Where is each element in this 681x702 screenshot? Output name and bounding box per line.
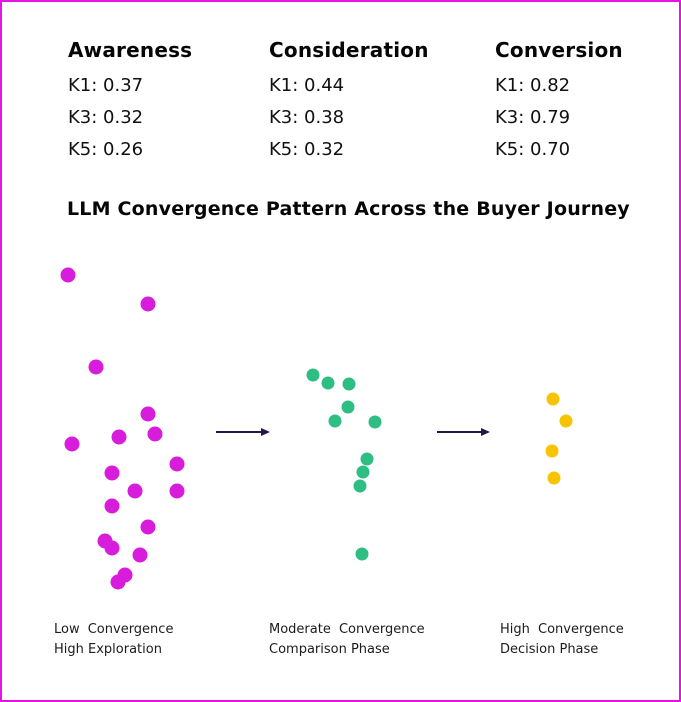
data-point-conversion — [547, 471, 561, 485]
data-point-awareness — [88, 359, 104, 375]
stat-row-k5: K5: 0.32 — [269, 139, 345, 160]
arrow-icon — [216, 431, 262, 433]
data-point-conversion — [559, 414, 573, 428]
arrow-head-icon — [261, 428, 270, 436]
stat-row-k1: K1: 0.37 — [68, 75, 144, 96]
data-point-awareness — [169, 483, 185, 499]
data-point-awareness — [111, 429, 127, 445]
stat-column-awareness: Awareness K1: 0.37 K3: 0.32 K5: 0.26 — [68, 38, 192, 166]
caption-line1: High Convergence — [500, 622, 624, 637]
arrow-icon — [437, 431, 482, 433]
data-point-consideration — [328, 414, 342, 428]
data-point-consideration — [342, 377, 356, 391]
data-point-awareness — [104, 465, 120, 481]
data-point-awareness — [104, 540, 120, 556]
data-point-consideration — [368, 415, 382, 429]
data-point-awareness — [132, 547, 148, 563]
data-point-awareness — [140, 519, 156, 535]
caption-consideration: Moderate Convergence Comparison Phase — [269, 620, 425, 660]
caption-conversion: High Convergence Decision Phase — [500, 620, 624, 660]
data-point-awareness — [140, 406, 156, 422]
data-point-awareness — [169, 456, 185, 472]
caption-line1: Low Convergence — [54, 622, 174, 637]
stat-column-title: Consideration — [269, 38, 429, 62]
stat-row-k1: K1: 0.82 — [495, 75, 571, 96]
stat-row-k1: K1: 0.44 — [269, 75, 345, 96]
stat-column-title: Conversion — [495, 38, 623, 62]
stat-row-k3: K3: 0.38 — [269, 107, 345, 128]
data-point-awareness — [147, 426, 163, 442]
chart-title: LLM Convergence Pattern Across the Buyer… — [67, 198, 630, 220]
data-point-awareness — [104, 498, 120, 514]
caption-line2: Decision Phase — [500, 642, 599, 657]
data-point-consideration — [353, 479, 367, 493]
data-point-consideration — [306, 368, 320, 382]
stat-column-title: Awareness — [68, 38, 193, 62]
stat-column-conversion: Conversion K1: 0.82 K3: 0.79 K5: 0.70 — [495, 38, 623, 166]
stat-column-consideration: Consideration K1: 0.44 K3: 0.38 K5: 0.32 — [269, 38, 429, 166]
stat-row-k5: K5: 0.70 — [495, 139, 571, 160]
data-point-consideration — [355, 547, 369, 561]
data-point-awareness — [64, 436, 80, 452]
data-point-conversion — [546, 392, 560, 406]
caption-awareness: Low Convergence High Exploration — [54, 620, 173, 660]
caption-line1: Moderate Convergence — [269, 622, 425, 637]
data-point-consideration — [356, 465, 370, 479]
data-point-conversion — [545, 444, 559, 458]
caption-line2: Comparison Phase — [269, 642, 390, 657]
stat-row-k3: K3: 0.79 — [495, 107, 571, 128]
data-point-awareness — [110, 574, 126, 590]
data-point-awareness — [60, 267, 76, 283]
data-point-awareness — [127, 483, 143, 499]
stat-row-k5: K5: 0.26 — [68, 139, 144, 160]
stat-row-k3: K3: 0.32 — [68, 107, 144, 128]
data-point-consideration — [341, 400, 355, 414]
data-point-consideration — [321, 376, 335, 390]
data-point-consideration — [360, 452, 374, 466]
caption-line2: High Exploration — [54, 642, 162, 657]
arrow-head-icon — [481, 428, 490, 436]
data-point-awareness — [140, 296, 156, 312]
